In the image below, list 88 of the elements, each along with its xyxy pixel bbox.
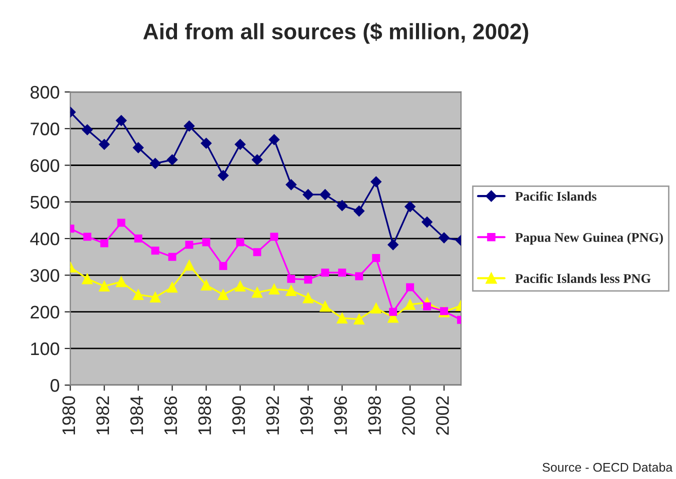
point xyxy=(166,154,178,166)
point xyxy=(117,218,126,227)
point xyxy=(236,238,244,246)
x-tick-label: 1990 xyxy=(232,396,246,434)
chart-title: Aid from all sources ($ million, 2002) xyxy=(143,22,528,44)
point xyxy=(320,300,331,312)
point xyxy=(253,248,262,256)
point xyxy=(422,216,432,228)
point xyxy=(184,260,195,271)
point xyxy=(268,284,280,294)
x-tick-label: 1980 xyxy=(62,396,76,434)
point xyxy=(184,120,195,132)
point xyxy=(98,280,110,292)
point xyxy=(150,292,161,303)
x-tick-label: 1996 xyxy=(334,396,347,434)
point xyxy=(218,170,229,181)
point xyxy=(252,287,263,298)
point xyxy=(388,239,399,250)
x-tick-label: 1994 xyxy=(300,396,313,434)
point xyxy=(234,280,246,292)
y-tick-label: 300 xyxy=(30,269,60,282)
x-tick-label: 1988 xyxy=(198,396,212,434)
point xyxy=(134,234,142,243)
point xyxy=(336,312,348,324)
point xyxy=(338,268,346,277)
point xyxy=(370,176,382,188)
point xyxy=(83,232,92,241)
y-tick-label: 600 xyxy=(30,159,60,172)
point xyxy=(234,138,246,150)
x-tick-label: 1992 xyxy=(266,396,280,434)
point xyxy=(302,292,314,304)
y-tick-label: 500 xyxy=(30,196,60,209)
point xyxy=(304,276,312,284)
point xyxy=(302,189,314,200)
point xyxy=(200,280,212,290)
legend-label: Pacific Islands xyxy=(515,191,596,201)
point xyxy=(389,308,398,316)
y-tick-label: 800 xyxy=(30,86,60,99)
point xyxy=(320,189,331,200)
point xyxy=(372,254,380,262)
point xyxy=(82,273,93,284)
x-tick-label: 1986 xyxy=(164,396,178,434)
point xyxy=(98,138,110,150)
point xyxy=(150,158,161,169)
point xyxy=(185,240,194,249)
point xyxy=(354,206,365,216)
y-tick-label: 700 xyxy=(30,122,60,136)
x-tick-label: 1982 xyxy=(96,396,110,434)
point xyxy=(252,154,263,166)
point xyxy=(438,232,450,244)
point xyxy=(132,289,144,300)
point xyxy=(321,268,330,277)
point xyxy=(370,302,382,314)
point xyxy=(116,115,127,126)
point xyxy=(132,142,144,154)
y-tick-label: 400 xyxy=(30,232,60,246)
source-note: Source - OECD Databa xyxy=(542,462,673,472)
point xyxy=(286,285,297,296)
x-tick-label: 2002 xyxy=(436,396,449,435)
point xyxy=(355,272,364,280)
y-tick-label: 100 xyxy=(31,342,60,356)
point xyxy=(404,299,416,310)
legend-label: Papua New Guinea (PNG) xyxy=(515,232,663,245)
point xyxy=(100,239,108,248)
point xyxy=(200,138,212,149)
point xyxy=(202,238,210,246)
point xyxy=(354,314,364,325)
point xyxy=(336,200,348,211)
point xyxy=(82,124,93,136)
legend-label: Pacific Islands less PNG xyxy=(515,274,651,283)
point xyxy=(218,289,229,300)
point xyxy=(404,201,416,212)
x-tick-label: 2000 xyxy=(402,396,415,435)
point xyxy=(270,232,278,241)
point xyxy=(287,274,296,283)
point xyxy=(116,276,127,288)
point xyxy=(423,302,432,310)
point xyxy=(166,282,178,293)
point xyxy=(168,252,176,261)
point xyxy=(151,246,160,255)
point xyxy=(286,179,297,190)
y-tick-label: 0 xyxy=(50,379,60,392)
y-tick-label: 200 xyxy=(30,306,60,319)
point xyxy=(406,283,414,292)
point xyxy=(219,262,228,270)
x-tick-label: 1998 xyxy=(368,396,381,434)
x-tick-label: 1984 xyxy=(130,396,144,434)
point xyxy=(268,134,280,146)
